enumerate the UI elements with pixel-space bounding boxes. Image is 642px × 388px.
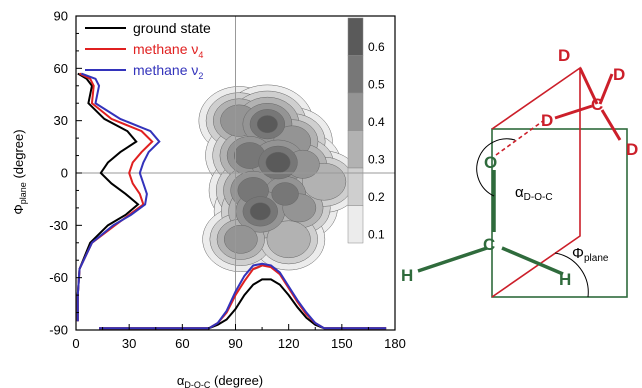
x-axis-label-sub: D-O-C	[184, 380, 210, 388]
atom-h-right: H	[559, 270, 571, 289]
legend-label: methane ν4	[133, 41, 203, 60]
alpha-curve	[99, 278, 387, 330]
alpha-curve	[99, 262, 387, 330]
x-tick-label: 120	[278, 336, 300, 351]
colorbar-swatch	[347, 205, 364, 244]
x-tick-label: 0	[72, 336, 79, 351]
x-tick-label: 180	[384, 336, 406, 351]
bond-c-d-right	[598, 73, 614, 105]
series-lines	[76, 72, 387, 330]
phi-label-base: Φ	[572, 245, 584, 262]
contour-blob	[249, 202, 271, 221]
legend-label-base: methane ν	[133, 41, 198, 57]
colorbar-tick-label: 0.4	[368, 115, 385, 129]
atom-c-methane: C	[591, 95, 603, 114]
phi-angle-label: Φplane	[572, 245, 609, 264]
plot-area: 0.6 0.5 0.4 0.3 0.2 0.1 0 30 60 90 120 150 180 -90 -6…	[11, 9, 406, 388]
colorbar-swatch	[347, 92, 364, 131]
legend-label-base: ground state	[133, 20, 211, 36]
axis-ticks: 0 30 60 90 120 150 180 -90 -60 -30 0 30 60 90	[49, 9, 406, 352]
methanol-plane-box	[491, 128, 628, 298]
contour-blob	[266, 220, 311, 259]
phi-angle-arc	[554, 252, 589, 298]
phi-curve	[76, 72, 154, 322]
bond-c-h-right	[501, 246, 564, 276]
bond-c-h-left	[417, 246, 488, 273]
legend-label-base: methane ν	[133, 62, 198, 78]
atom-o: O	[484, 153, 497, 172]
contour-blob	[256, 115, 278, 134]
y-axis-label-sub: plane	[18, 182, 28, 204]
hydrogen-bond-dashed	[495, 120, 544, 156]
colorbar-tick-label: 0.3	[368, 152, 385, 166]
colorbar-swatch	[347, 130, 364, 169]
molecule-diagram: D C D D D O C H H αD-O-C Φplane	[401, 46, 638, 298]
colorbar-tick-label: 0.2	[368, 190, 385, 204]
y-tick-label: -30	[49, 218, 68, 233]
x-tick-label: 90	[228, 336, 242, 351]
legend-label-sub: 2	[198, 71, 203, 81]
phi-curve	[76, 72, 140, 322]
alpha-label-base: α	[515, 184, 524, 201]
y-axis-label-rest: (degree)	[11, 129, 26, 182]
alpha-angle-label: αD-O-C	[515, 184, 553, 203]
y-tick-label: -60	[49, 270, 68, 285]
x-tick-label: 60	[175, 336, 189, 351]
reference-lines	[76, 16, 395, 330]
x-axis-label-rest: (degree)	[210, 373, 263, 388]
y-tick-label: 60	[54, 61, 68, 76]
legend-label: methane ν2	[133, 62, 203, 81]
contour-blob	[223, 224, 258, 254]
colorbar: 0.6 0.5 0.4 0.3 0.2 0.1	[347, 17, 385, 244]
y-tick-label: 90	[54, 9, 68, 24]
atom-d-right: D	[613, 65, 625, 84]
x-tick-label: 150	[331, 336, 353, 351]
methane-plane	[491, 66, 581, 298]
x-tick-label: 30	[122, 336, 136, 351]
colorbar-swatch	[347, 17, 364, 56]
atom-h-left: H	[401, 266, 413, 285]
colorbar-tick-label: 0.1	[368, 227, 385, 241]
contour-blob	[265, 151, 291, 174]
phi-curve	[76, 72, 161, 322]
y-tick-label: 30	[54, 113, 68, 128]
colorbar-tick-label: 0.6	[368, 40, 385, 54]
legend-label-sub: 4	[198, 50, 203, 60]
colorbar-tick-label: 0.5	[368, 77, 385, 91]
bond-c-d-lower	[600, 109, 622, 141]
colorbar-swatch	[347, 167, 364, 206]
phi-label-sub: plane	[584, 253, 609, 264]
alpha-angle-arc	[476, 138, 516, 197]
atom-d-lower: D	[626, 140, 638, 159]
atom-d-middle: D	[541, 111, 553, 130]
x-axis-label: αD-O-C (degree)	[177, 373, 263, 388]
x-axis-label-base: α	[177, 373, 185, 388]
bond-c-d-middle	[554, 104, 593, 120]
legend-label: ground state	[133, 20, 211, 36]
y-axis-label: Φplane (degree)	[11, 129, 28, 214]
y-axis-label-base: Φ	[11, 204, 26, 214]
y-tick-label: -90	[49, 323, 68, 338]
colorbar-swatch	[347, 55, 364, 94]
atom-d-top: D	[558, 46, 570, 65]
contour-map	[198, 84, 361, 273]
y-tick-label: 0	[61, 166, 68, 181]
alpha-label-sub: D-O-C	[524, 192, 553, 203]
atom-c-methanol: C	[483, 235, 495, 254]
contour-blob	[271, 182, 299, 206]
bond-c-d-top	[578, 67, 599, 105]
